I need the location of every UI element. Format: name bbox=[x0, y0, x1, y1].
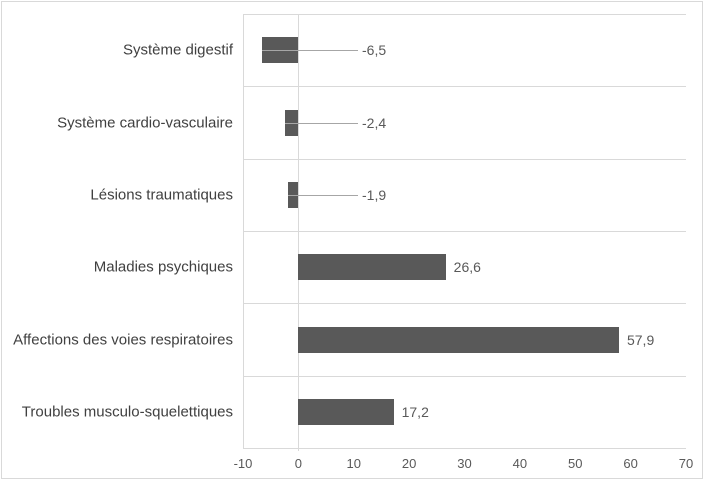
category-gridline bbox=[243, 231, 686, 232]
category-label: Troubles musculo-squelettiques bbox=[21, 403, 233, 421]
leader-line bbox=[285, 122, 358, 124]
category-gridline bbox=[243, 375, 686, 377]
x-tick-label: 50 bbox=[568, 456, 583, 471]
x-tick-label: 10 bbox=[346, 456, 361, 471]
data-label: 17,2 bbox=[401, 403, 429, 420]
x-tick-label: 60 bbox=[623, 456, 638, 471]
category-gridline bbox=[243, 14, 686, 15]
leader-line bbox=[262, 50, 358, 52]
category-label: Système digestif bbox=[122, 41, 233, 59]
data-label: 57,9 bbox=[626, 331, 655, 348]
category-label: Maladies psychiques bbox=[93, 258, 233, 276]
data-label: 26,6 bbox=[453, 259, 481, 276]
x-tick-label: 70 bbox=[678, 456, 694, 471]
category-gridline bbox=[243, 158, 686, 160]
category-gridline bbox=[243, 303, 686, 305]
category-gridline bbox=[243, 448, 686, 449]
x-tick-label: 30 bbox=[457, 456, 472, 471]
data-label: -2,4 bbox=[362, 114, 387, 131]
category-label: Lésions traumatiques bbox=[90, 186, 233, 204]
x-tick-label: 20 bbox=[401, 456, 417, 471]
data-label: -6,5 bbox=[362, 42, 387, 59]
x-tick-label: 40 bbox=[512, 456, 528, 471]
zero-axis-line bbox=[298, 14, 299, 451]
data-label: -1,9 bbox=[362, 186, 387, 203]
leader-line bbox=[287, 194, 358, 196]
bar bbox=[298, 398, 394, 425]
category-label: Système cardio-vasculaire bbox=[57, 114, 233, 131]
plot-left-gridline bbox=[243, 14, 244, 448]
bar bbox=[298, 254, 446, 281]
category-gridline bbox=[243, 86, 686, 88]
category-label: Affections des voies respiratoires bbox=[13, 331, 233, 348]
x-tick-label: -10 bbox=[233, 456, 253, 471]
bar bbox=[298, 326, 619, 353]
x-tick-label: 0 bbox=[294, 456, 302, 471]
